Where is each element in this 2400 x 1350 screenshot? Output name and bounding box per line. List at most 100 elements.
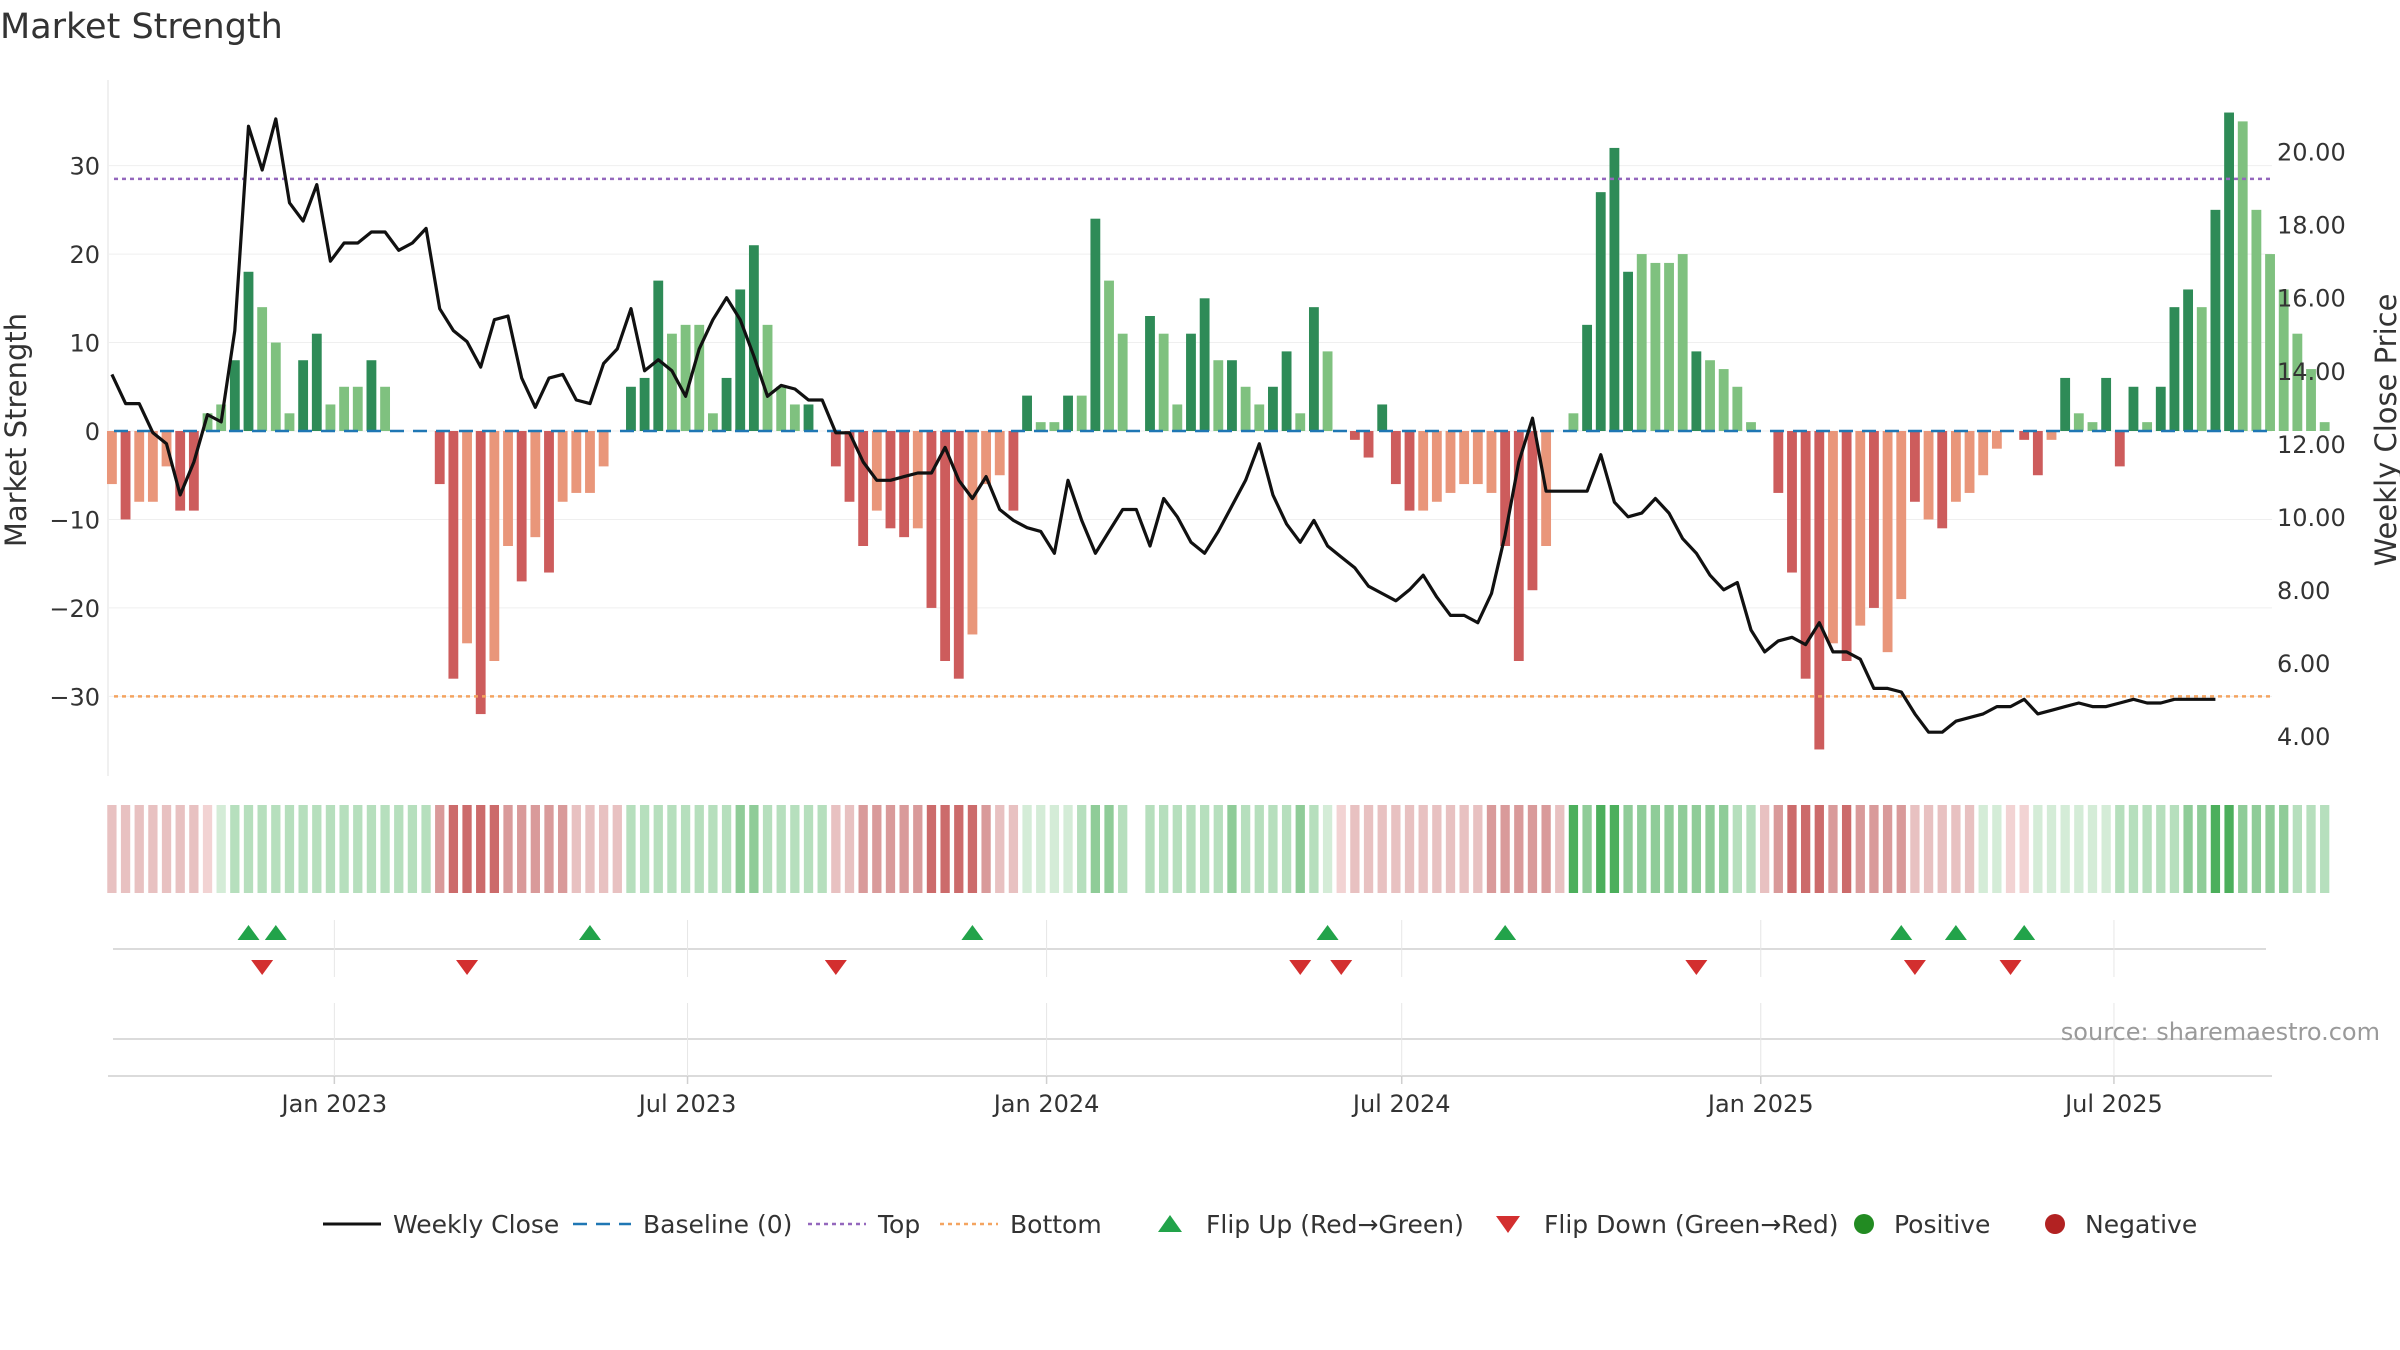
strength-bar [229, 360, 240, 431]
legend: Weekly Close Baseline (0) Top Bottom Flip Up… [323, 1210, 2197, 1239]
strip-cell [926, 805, 937, 893]
strength-bar [1828, 431, 1838, 644]
strength-bar [2306, 369, 2316, 431]
strip-cell [1869, 805, 1879, 893]
strip-cell [1678, 805, 1688, 893]
legend-label: Negative [2085, 1210, 2197, 1239]
strip-cell [394, 805, 404, 893]
flip-up-marker [1890, 925, 1913, 940]
strength-bar [1199, 298, 1210, 431]
strip-cell [1787, 805, 1797, 893]
flip-markers [113, 925, 2266, 1040]
strength-bar [380, 386, 391, 431]
strip-cell [2183, 805, 2193, 893]
strip-cell [995, 805, 1005, 893]
strip-cell [120, 805, 131, 893]
strength-bar [1254, 404, 1265, 431]
strip-cell [2224, 805, 2234, 893]
strength-bar [680, 324, 691, 431]
x-tick-label: Jan 2025 [1706, 1090, 1814, 1118]
strength-bar [1322, 351, 1333, 431]
y2-tick-label: 12.00 [2277, 431, 2346, 459]
strip-cell [2115, 805, 2125, 893]
strip-cell [1555, 805, 1565, 893]
strength-bar [2196, 307, 2207, 431]
strip-cell [954, 805, 964, 893]
strip-cell [1432, 805, 1442, 893]
strip-cell [1964, 805, 1975, 893]
weekly-close-line [110, 117, 2216, 734]
y2-tick-label: 8.00 [2277, 577, 2330, 605]
strength-bar [1186, 333, 1196, 431]
strip-cell [1719, 805, 1729, 893]
strip-cell [1063, 805, 1073, 893]
strip-cell [1363, 805, 1374, 893]
strip-cell [175, 805, 185, 893]
strength-bar [366, 360, 377, 431]
strip-cell [831, 805, 841, 893]
strip-cell [1391, 805, 1401, 893]
y-tick-label: 0 [85, 418, 100, 446]
y2-tick-label: 20.00 [2277, 139, 2346, 167]
strength-bar [1950, 431, 1961, 502]
strip-cell [1445, 805, 1456, 893]
y2-tick-label: 6.00 [2277, 650, 2330, 678]
strength-bar [871, 431, 882, 511]
strength-bar [1445, 431, 1456, 493]
strip-cell [1705, 805, 1715, 893]
strip-cell [844, 805, 855, 893]
strength-bar [1909, 431, 1920, 502]
strength-bar [1787, 431, 1797, 573]
strip-cell [1978, 805, 1988, 893]
strip-cell [2197, 805, 2207, 893]
strength-bar [339, 386, 350, 431]
strip-cell [1281, 805, 1292, 893]
strip-cell [517, 805, 527, 893]
flip-down-marker [1289, 960, 1312, 975]
strip-cell [216, 805, 226, 893]
strip-cell [1268, 805, 1278, 893]
strip-cell [940, 805, 950, 893]
strength-bar [1076, 395, 1087, 431]
strip-cell [148, 805, 158, 893]
strength-bar [1609, 147, 1620, 431]
strength-bar [2224, 112, 2234, 432]
strength-bar [1923, 431, 1934, 520]
strip-cell [189, 805, 199, 893]
legend-label: Flip Down (Green→Red) [1544, 1210, 1839, 1239]
legend-label: Bottom [1010, 1210, 1102, 1239]
strength-bar [352, 386, 363, 431]
strip-cell [1077, 805, 1087, 893]
threshold-lines [114, 177, 2272, 698]
flip-up-marker [1316, 925, 1339, 940]
strip-cell [1186, 805, 1196, 893]
strength-bar [489, 431, 500, 661]
strength-bar [1595, 192, 1606, 431]
strip-cell [1691, 805, 1702, 893]
strip-cell [161, 805, 172, 893]
strip-cell [435, 805, 445, 893]
strip-cell [872, 805, 882, 893]
y-tick-label: −20 [49, 595, 100, 623]
strip-cell [1350, 805, 1360, 893]
strength-bar [1117, 333, 1128, 431]
strip-cell [366, 805, 377, 893]
strip-cell [476, 805, 486, 893]
x-tick-label: Jul 2025 [2063, 1090, 2163, 1118]
strip-cell [1199, 805, 1210, 893]
strip-cell [243, 805, 254, 893]
y2-tick-label: 16.00 [2277, 285, 2346, 313]
strip-cell [694, 805, 704, 893]
strip-cell [544, 805, 554, 893]
flip-down-marker [251, 960, 274, 975]
strength-bar [311, 333, 322, 431]
strength-bar [1145, 316, 1155, 431]
strength-bar [2265, 254, 2275, 431]
strength-bar [2114, 431, 2125, 467]
strip-cell [1090, 805, 1101, 893]
strip-cell [708, 805, 718, 893]
chart-title: Market Strength [0, 7, 283, 47]
y-tick-label: 20 [69, 241, 100, 269]
strength-bar [1582, 324, 1593, 431]
strip-cell [1336, 805, 1346, 893]
